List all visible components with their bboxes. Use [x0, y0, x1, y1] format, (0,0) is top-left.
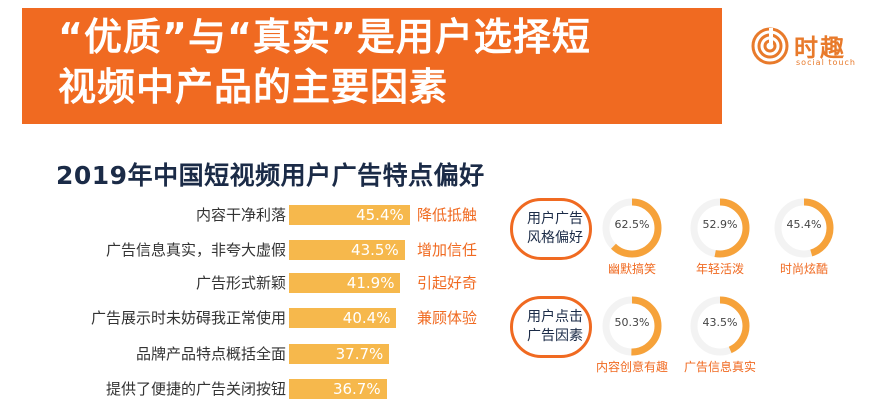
- page-title-line-2: 视频中产品的主要因素: [58, 65, 449, 109]
- title-banner: [22, 8, 722, 124]
- donut-chart: 45.4%: [774, 198, 834, 258]
- group-label-line: 用户广告: [527, 211, 583, 227]
- donut-slice: [690, 198, 750, 258]
- donut-slice: [602, 198, 662, 258]
- bar-row: 内容干净利落 45.4% 降低抵触: [0, 202, 500, 226]
- bar-category-label: 广告展示时未妨碍我正常使用: [90, 309, 286, 327]
- logo-text-en: social touch: [796, 58, 856, 67]
- brand-logo: 时趣 social touch: [750, 26, 880, 72]
- bar-value-label: 36.7%: [332, 380, 381, 398]
- donut-chart: 50.3%: [602, 296, 662, 356]
- donut-category-label: 幽默搞笑: [607, 262, 657, 276]
- chart-title: 2019年中国短视频用户广告特点偏好: [56, 161, 485, 190]
- donut-slice: [602, 296, 662, 356]
- bar-category-label: 广告形式新颖: [195, 274, 286, 292]
- style-preference-group: 用户广告 风格偏好: [510, 198, 592, 260]
- logo-text-cn: 时趣: [794, 34, 846, 62]
- bar-category-label: 内容干净利落: [195, 206, 286, 224]
- donut-value-label: 45.4%: [786, 218, 822, 231]
- bar: [289, 344, 390, 364]
- group-label-line: 风格偏好: [527, 230, 583, 246]
- donut-value-label: 43.5%: [702, 316, 738, 329]
- bar-value-label: 37.7%: [335, 345, 384, 363]
- donut-category-label: 年轻活泼: [695, 262, 745, 276]
- bar-row: 提供了便捷的广告关闭按钮 36.7%: [0, 376, 500, 400]
- donut-svg: [690, 296, 750, 356]
- donut-chart: 43.5%: [690, 296, 750, 356]
- donut-svg: [690, 198, 750, 258]
- bar-row: 广告形式新颖 41.9% 引起好奇: [0, 270, 500, 294]
- group-label-line: 广告因素: [527, 328, 583, 344]
- bar-effect-tag: 降低抵触: [417, 206, 478, 224]
- bar: [289, 240, 405, 260]
- donut-chart: 62.5%: [602, 198, 662, 258]
- donut-slice: [774, 198, 834, 258]
- bar-effect-tag: 增加信任: [417, 241, 478, 259]
- spiral-logo-icon: [751, 27, 789, 65]
- bar: [289, 273, 401, 293]
- donut-svg: [602, 198, 662, 258]
- donut-svg: [602, 296, 662, 356]
- donut-category-label: 时尚炫酷: [779, 262, 829, 276]
- donut-svg: [774, 198, 834, 258]
- bar-row: 广告展示时未妨碍我正常使用 40.4% 兼顾体验: [0, 305, 500, 329]
- group-label-line: 用户点击: [527, 309, 583, 325]
- bar-value-label: 40.4%: [342, 309, 391, 327]
- bar-value-label: 41.9%: [346, 274, 395, 292]
- bar-category-label: 广告信息真实，非夸大虚假: [105, 241, 286, 259]
- bar: [289, 379, 387, 399]
- donut-value-label: 52.9%: [702, 218, 738, 231]
- page-title-line-1: “优质”与“真实”是用户选择短: [58, 15, 591, 59]
- bar-effect-tag: 引起好奇: [417, 274, 478, 292]
- click-factor-label: 用户点击 广告因素: [527, 308, 597, 346]
- bar-category-label: 品牌产品特点概括全面: [135, 345, 286, 363]
- donut-value-label: 50.3%: [614, 316, 650, 329]
- donut-category-label: 内容创意有趣: [595, 360, 669, 374]
- bar: [289, 205, 410, 225]
- donut-slice: [690, 296, 750, 356]
- donut-value-label: 62.5%: [614, 218, 650, 231]
- click-factor-group: 用户点击 广告因素: [510, 296, 592, 358]
- style-preference-label: 用户广告 风格偏好: [527, 210, 597, 248]
- donut-category-label: 广告信息真实: [683, 360, 757, 374]
- bar-value-label: 45.4%: [356, 206, 404, 224]
- bar-category-label: 提供了便捷的广告关闭按钮: [105, 380, 286, 398]
- bar: [289, 308, 397, 328]
- bar-row: 广告信息真实，非夸大虚假 43.5% 增加信任: [0, 237, 500, 261]
- bar-effect-tag: 兼顾体验: [417, 309, 478, 327]
- donut-chart: 52.9%: [690, 198, 750, 258]
- bar-value-label: 43.5%: [351, 241, 399, 259]
- bar-row: 品牌产品特点概括全面 37.7%: [0, 341, 500, 365]
